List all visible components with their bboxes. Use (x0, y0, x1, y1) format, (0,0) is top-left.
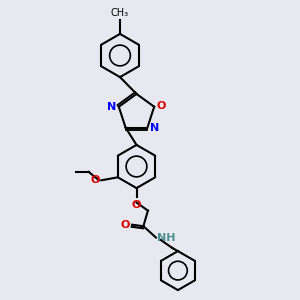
Text: N: N (149, 122, 159, 133)
Text: O: O (131, 200, 141, 209)
Text: NH: NH (157, 233, 176, 243)
Text: O: O (156, 101, 166, 111)
Text: N: N (107, 102, 117, 112)
Text: O: O (90, 175, 100, 185)
Text: O: O (120, 220, 130, 230)
Text: CH₃: CH₃ (111, 8, 129, 18)
